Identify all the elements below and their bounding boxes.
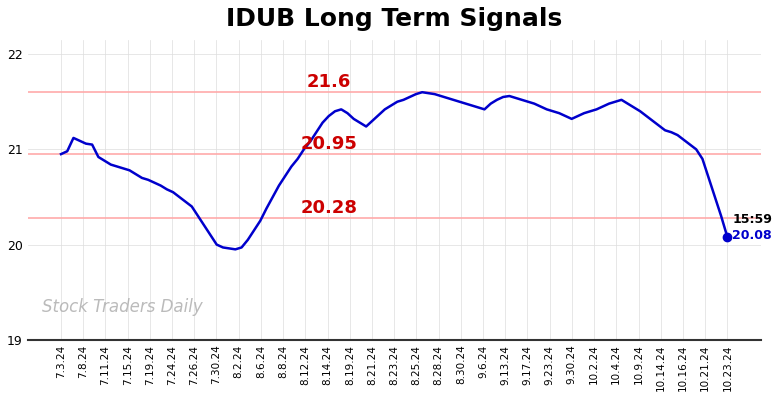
Text: 20.28: 20.28 [300, 199, 358, 217]
Text: Stock Traders Daily: Stock Traders Daily [42, 298, 203, 316]
Title: IDUB Long Term Signals: IDUB Long Term Signals [226, 7, 562, 31]
Text: 15:59: 15:59 [732, 213, 772, 226]
Text: 20.95: 20.95 [300, 135, 358, 153]
Text: 20.08: 20.08 [732, 228, 772, 242]
Text: 21.6: 21.6 [307, 74, 351, 92]
